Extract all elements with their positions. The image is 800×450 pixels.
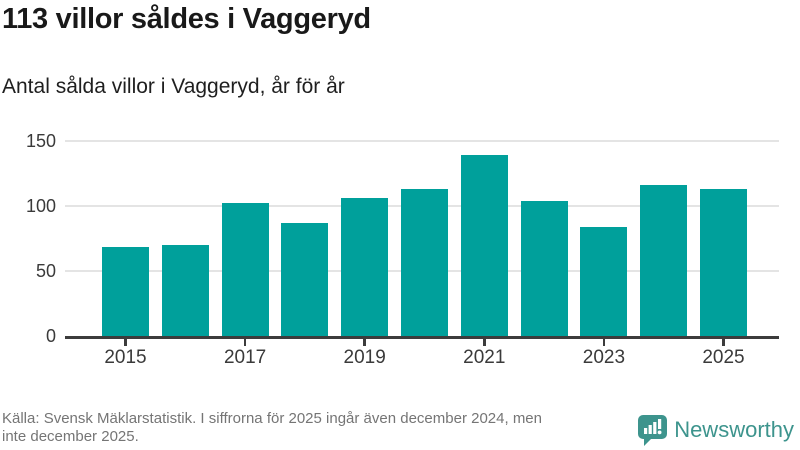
x-tick-label-2015: 2015 [104,347,147,368]
chart-subtitle: Antal sålda villor i Vaggeryd, år för år [2,75,345,98]
x-tick-2015 [124,339,127,346]
x-tick-2025 [722,339,725,346]
bar-2020 [401,188,448,336]
speech-bubble-bar-chart-icon [637,414,668,446]
logo-wordmark: Newsworthy [674,417,794,442]
bar-2018 [281,222,329,336]
bar-2016 [161,244,209,336]
bar-2025 [700,188,747,336]
x-tick-label-2017: 2017 [223,347,267,368]
y-tick-label-0: 0 [45,326,56,346]
gridline-150 [65,139,779,142]
x-tick-label-2021: 2021 [463,347,506,368]
plot-area [65,131,779,339]
x-tick-2019 [363,339,366,346]
newsworthy-logo: Newsworthy [637,414,794,446]
x-tick-2017 [243,339,247,346]
source-note-line2: inte december 2025. [2,428,139,445]
bar-2017 [221,203,269,336]
bar-2021 [460,154,508,336]
source-note: Källa: Svensk Mäklarstatistik. I siffror… [2,410,542,446]
x-tick-label-2025: 2025 [702,347,745,368]
y-tick-label-100: 100 [25,195,56,216]
bar-2019 [341,197,389,336]
x-tick-2023 [602,339,606,346]
y-tick-label-150: 150 [25,130,56,151]
page-title: 113 villor såldes i Vaggeryd [2,3,371,35]
y-tick-label-50: 50 [35,260,56,281]
x-tick-2021 [483,339,486,346]
x-tick-label-2023: 2023 [582,347,626,368]
bar-2022 [520,200,568,336]
bar-2023 [580,226,628,336]
x-tick-label-2019: 2019 [343,347,386,368]
bar-2024 [640,184,688,336]
source-note-line1: Källa: Svensk Mäklarstatistik. I siffror… [2,410,542,427]
bar-2015 [102,247,149,336]
